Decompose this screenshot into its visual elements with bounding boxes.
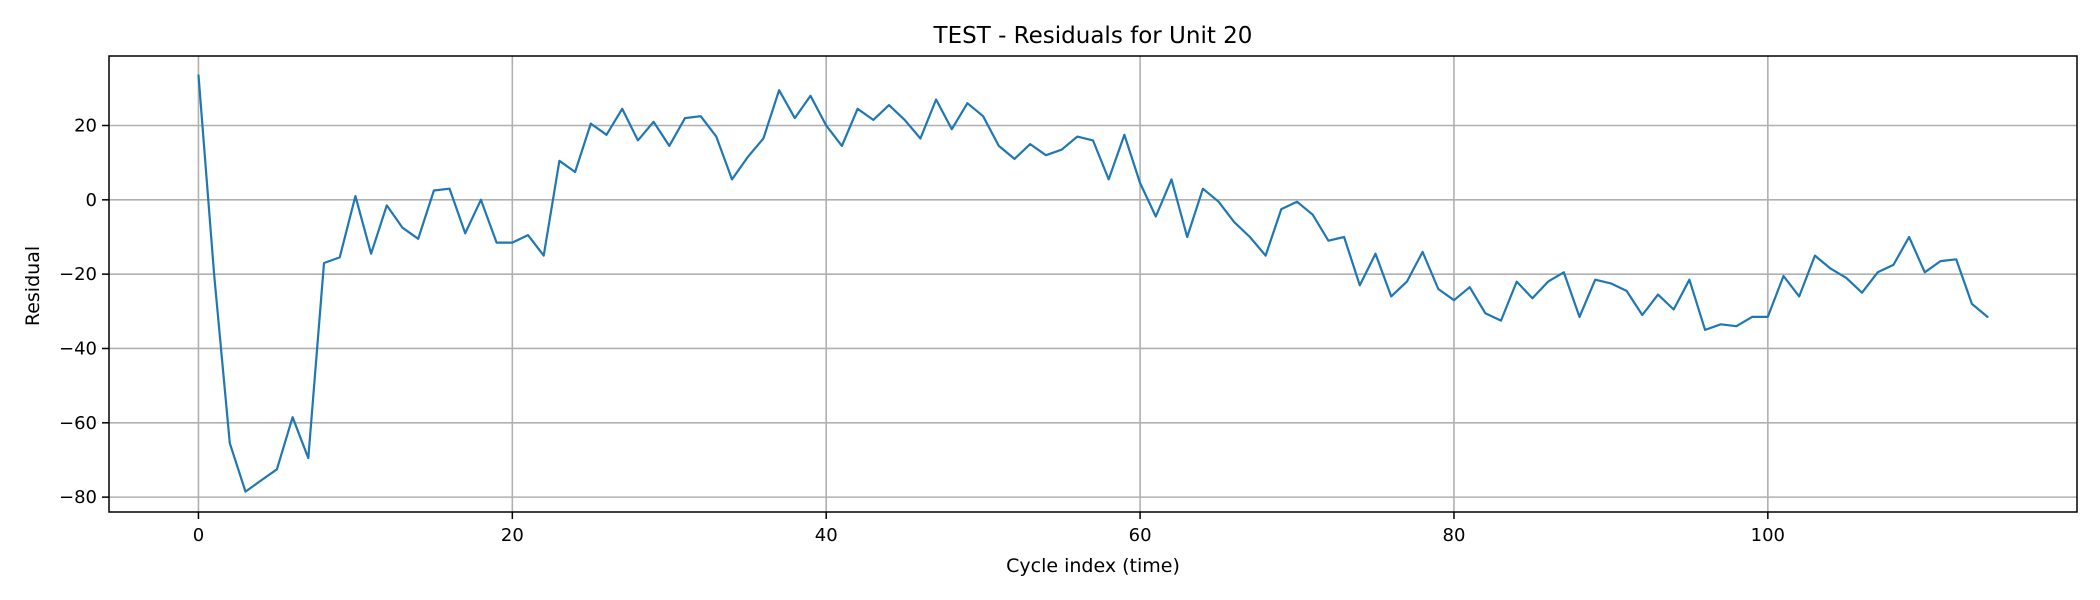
residual-series-line bbox=[197, 74, 1989, 493]
y-tick-label: 0 bbox=[86, 190, 97, 211]
y-axis-label: Residual bbox=[22, 246, 44, 326]
chart-title: TEST - Residuals for Unit 20 bbox=[933, 23, 1253, 49]
x-tick-label: 80 bbox=[1443, 525, 1466, 546]
y-tick-label: −60 bbox=[59, 413, 97, 434]
x-axis-label: Cycle index (time) bbox=[1006, 555, 1180, 577]
x-tick-label: 20 bbox=[501, 525, 524, 546]
series-layer bbox=[197, 74, 1989, 493]
y-tick-label: −20 bbox=[59, 264, 97, 285]
grid-lines bbox=[109, 56, 2077, 512]
x-tick-label: 40 bbox=[815, 525, 838, 546]
axis-ticks: 0 20 40 60 80 100 20 0 −20 −40 −60 −80 bbox=[59, 115, 1785, 546]
y-tick-label: −80 bbox=[59, 487, 97, 508]
x-tick-label: 100 bbox=[1751, 525, 1785, 546]
y-tick-label: −40 bbox=[59, 338, 97, 359]
x-tick-label: 60 bbox=[1129, 525, 1152, 546]
y-tick-label: 20 bbox=[74, 115, 97, 136]
x-tick-label: 0 bbox=[193, 525, 204, 546]
plot-frame bbox=[108, 55, 2078, 513]
